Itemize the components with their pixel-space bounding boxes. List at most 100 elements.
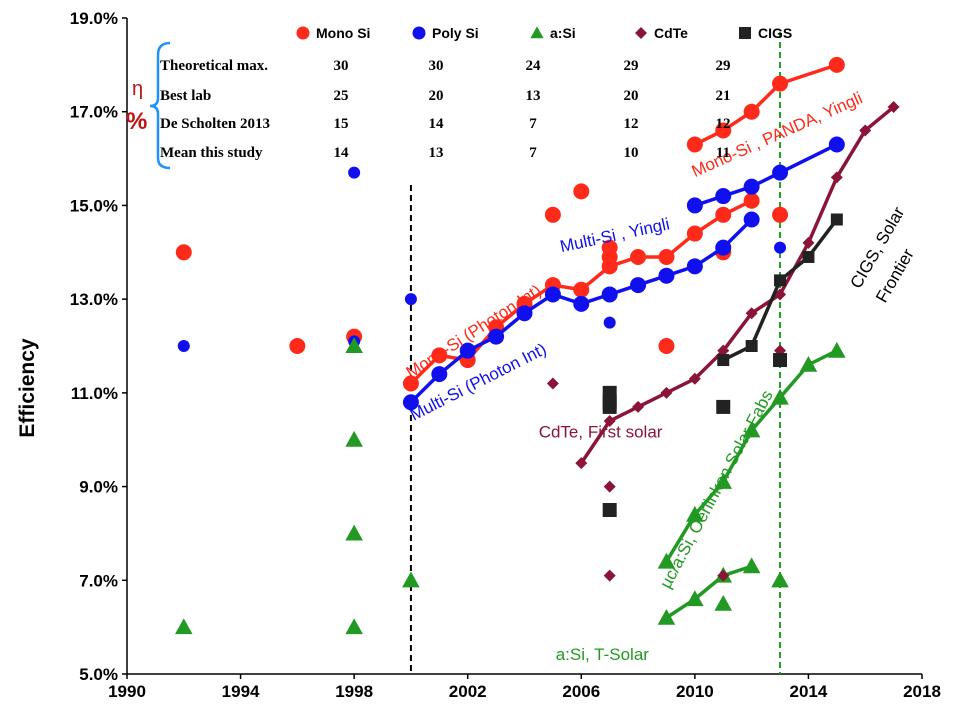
y-tick-label: 7.0% <box>79 571 118 590</box>
x-tick-label: 2002 <box>449 682 487 701</box>
data-point <box>774 241 787 254</box>
x-tick-label: 2006 <box>562 682 600 701</box>
series-poly-line2 <box>686 136 845 214</box>
data-point <box>573 183 590 200</box>
table-cell: 10 <box>624 145 639 161</box>
table-cell: 12 <box>716 116 731 132</box>
data-series <box>174 56 900 635</box>
data-point <box>743 178 760 195</box>
data-point <box>431 366 448 383</box>
data-point <box>544 286 561 303</box>
data-point <box>716 399 731 414</box>
data-point <box>402 571 420 588</box>
annotation-label: CdTe, First solar <box>539 422 663 441</box>
series-line <box>579 105 895 465</box>
data-point <box>828 136 845 153</box>
data-point <box>630 277 647 294</box>
data-point <box>715 239 732 256</box>
data-point <box>573 281 590 298</box>
data-point <box>658 338 675 354</box>
x-tick-label: 1994 <box>222 682 260 701</box>
data-point <box>602 503 617 517</box>
data-point <box>603 414 616 427</box>
y-tick-label: 19.0% <box>70 9 118 28</box>
legend-marker <box>739 27 751 39</box>
table-cell: 29 <box>624 58 639 74</box>
data-point <box>516 305 533 322</box>
data-point <box>601 258 618 275</box>
data-point <box>546 377 559 390</box>
data-point <box>658 267 675 284</box>
data-point <box>714 473 733 489</box>
legend-marker <box>635 27 647 39</box>
table-cell: 30 <box>334 58 349 74</box>
legend-label: Poly Si <box>432 25 479 41</box>
data-point <box>887 101 900 114</box>
data-point <box>601 286 618 303</box>
data-point <box>177 340 190 352</box>
data-point <box>348 166 361 179</box>
data-point <box>743 192 760 209</box>
data-point <box>859 124 872 137</box>
table-row-label: Best lab <box>160 88 211 104</box>
percent-symbol: % <box>126 108 147 135</box>
table-cell: 24 <box>526 58 542 74</box>
y-tick-label: 9.0% <box>79 478 118 497</box>
data-point <box>802 250 815 263</box>
legend: Mono Si Poly Si a:Si CdTe CIGS <box>296 25 792 41</box>
data-point <box>799 355 818 372</box>
data-point <box>488 328 505 345</box>
data-point <box>660 386 673 399</box>
data-point <box>715 122 732 139</box>
data-point <box>773 353 788 368</box>
data-point <box>717 344 730 357</box>
legend-label: a:Si <box>550 25 576 41</box>
efficiency-table: η% Theoretical max. 30 30 24 29 29 Best lab 25 20… <box>126 41 731 170</box>
y-axis-label: Efficiency <box>16 338 39 438</box>
table-cell: 7 <box>529 145 537 161</box>
data-point <box>573 295 590 312</box>
table-bracket <box>149 41 171 170</box>
series-line <box>665 564 753 620</box>
table-cell: 13 <box>429 145 444 161</box>
series-mono-line2 <box>686 56 845 153</box>
series-cigs-pts <box>602 353 788 517</box>
y-tick-label: 13.0% <box>70 290 118 309</box>
table-cell: 20 <box>429 88 444 104</box>
data-point <box>802 236 815 249</box>
data-point <box>603 569 616 582</box>
data-point <box>658 248 675 265</box>
table-cell: 29 <box>716 58 731 74</box>
series-asi-pts <box>174 337 789 635</box>
data-point <box>686 136 703 153</box>
data-point <box>774 274 787 287</box>
data-point <box>544 206 561 223</box>
table-cell: 7 <box>529 116 537 132</box>
legend-label: CIGS <box>758 25 792 41</box>
data-point <box>459 342 476 359</box>
data-point <box>686 258 703 275</box>
data-point <box>345 337 363 354</box>
data-point <box>632 400 645 413</box>
data-point <box>175 244 192 261</box>
table-row-label: Mean this study <box>160 145 263 161</box>
data-point <box>828 341 846 358</box>
table-cell: 15 <box>334 116 349 132</box>
series-cdte-pts <box>546 344 787 582</box>
table-cell: 14 <box>429 116 445 132</box>
table-cell: 12 <box>624 116 639 132</box>
table-cell: 30 <box>429 58 444 74</box>
data-point <box>771 571 789 588</box>
data-point <box>772 75 789 92</box>
data-point <box>830 213 843 226</box>
x-tick-label: 2010 <box>676 682 714 701</box>
table-row-label: Theoretical max. <box>160 58 268 74</box>
legend-marker <box>296 26 310 40</box>
legend-label: CdTe <box>654 25 688 41</box>
table-cell: 14 <box>334 145 350 161</box>
data-point <box>404 293 417 306</box>
table-cell: 11 <box>716 145 730 161</box>
data-point <box>575 457 588 470</box>
data-point <box>772 164 789 181</box>
x-tick-label: 2018 <box>903 682 941 701</box>
